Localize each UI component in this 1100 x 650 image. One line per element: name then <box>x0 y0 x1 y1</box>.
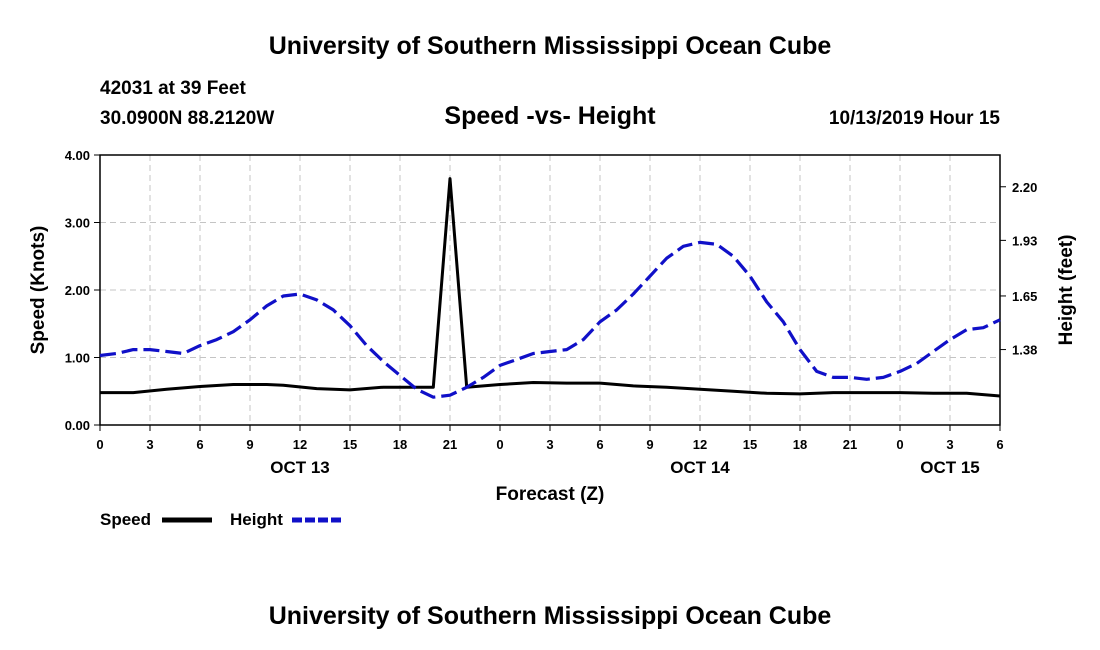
grid-lines <box>100 155 1000 425</box>
top-title: University of Southern Mississippi Ocean… <box>269 32 832 60</box>
x-tick-label: 21 <box>443 437 457 452</box>
x-tick-label: 6 <box>196 437 203 452</box>
bottom-title: University of Southern Mississippi Ocean… <box>269 602 832 630</box>
x-tick-label: 3 <box>546 437 553 452</box>
data-series <box>99 177 1001 399</box>
x-tick-label: 18 <box>393 437 407 452</box>
y-left-axis-title: Speed (Knots) <box>28 226 49 355</box>
date-label: OCT 15 <box>920 458 980 477</box>
height-series-line <box>99 240 1001 399</box>
x-tick-label: 0 <box>896 437 903 452</box>
x-tick-label: 15 <box>743 437 757 452</box>
x-tick-label: 6 <box>996 437 1003 452</box>
x-tick-label: 6 <box>596 437 603 452</box>
legend-height-label: Height <box>230 510 283 529</box>
x-tick-label: 0 <box>496 437 503 452</box>
x-tick-label: 9 <box>246 437 253 452</box>
plot-title: Speed -vs- Height <box>444 102 656 130</box>
y-right-tick-label: 2.20 <box>1012 180 1037 195</box>
y-left-tick-label: 1.00 <box>65 351 90 366</box>
x-tick-label: 18 <box>793 437 807 452</box>
x-tick-label: 15 <box>343 437 357 452</box>
axes: 0 3 6 9 12 15 18 21 0 3 6 9 12 15 18 21 0 3 6 OCT 13 OCT 14 O… <box>65 148 1038 477</box>
y-right-tick-label: 1.65 <box>1012 289 1037 304</box>
x-tick-label: 3 <box>946 437 953 452</box>
y-right-axis-title: Height (feet) <box>1056 235 1077 346</box>
x-tick-label: 21 <box>843 437 857 452</box>
station-line: 42031 at 39 Feet <box>100 78 246 99</box>
x-tick-label: 12 <box>693 437 707 452</box>
x-tick-label: 9 <box>646 437 653 452</box>
x-tick-label: 0 <box>96 437 103 452</box>
x-axis-title: Forecast (Z) <box>496 484 605 505</box>
date-label: OCT 13 <box>270 458 330 477</box>
legend-speed-label: Speed <box>100 510 151 529</box>
x-tick-label: 3 <box>146 437 153 452</box>
y-right-tick-label: 1.93 <box>1012 233 1037 248</box>
y-left-tick-label: 3.00 <box>65 216 90 231</box>
date-label: OCT 14 <box>670 458 730 477</box>
x-tick-label: 12 <box>293 437 307 452</box>
datetime-label: 10/13/2019 Hour 15 <box>829 108 1001 129</box>
y-left-tick-label: 4.00 <box>65 148 90 163</box>
speed-series-line <box>100 177 1001 398</box>
coords-line: 30.0900N 88.2120W <box>100 108 274 129</box>
y-left-tick-label: 2.00 <box>65 283 90 298</box>
y-right-tick-label: 1.38 <box>1012 343 1037 358</box>
y-left-tick-label: 0.00 <box>65 418 90 433</box>
